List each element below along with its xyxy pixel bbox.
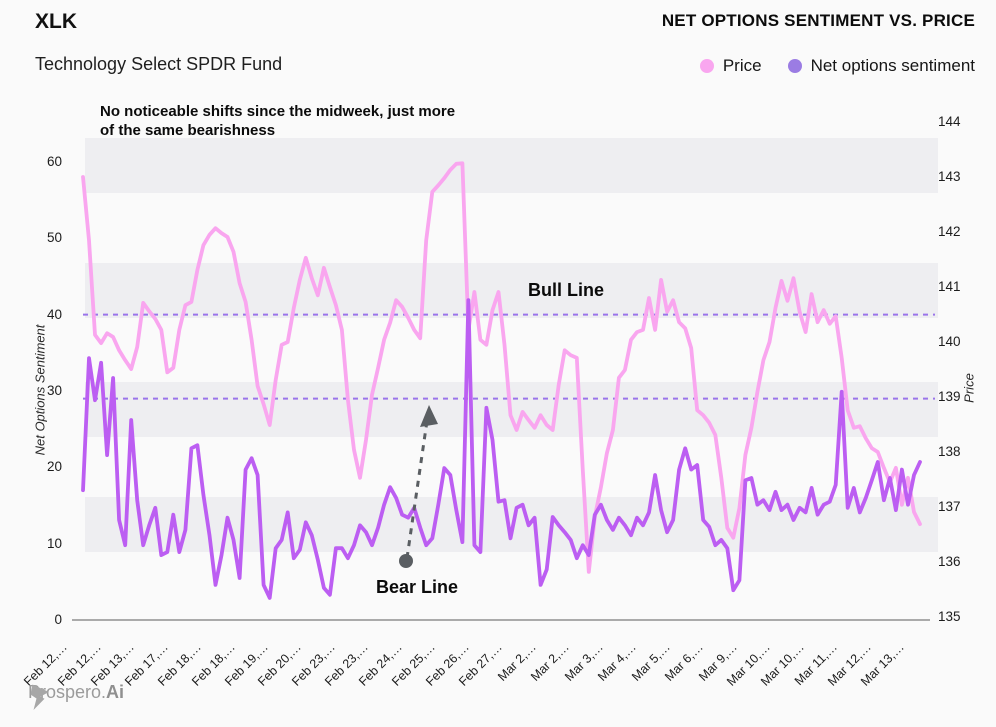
price-legend-dot-icon bbox=[699, 59, 714, 73]
left-tick-label: 40 bbox=[46, 306, 62, 322]
right-tick-label: 137 bbox=[938, 499, 961, 514]
left-tick-label: 50 bbox=[46, 230, 62, 246]
ticker-symbol: XLK bbox=[35, 10, 77, 33]
chart-title: NET OPTIONS SENTIMENT VS. PRICE bbox=[661, 11, 975, 30]
right-tick-label: 140 bbox=[938, 334, 961, 349]
left-tick-label: 0 bbox=[54, 612, 62, 627]
bear-line-arrow bbox=[399, 405, 438, 568]
right-axis-title: Price bbox=[961, 373, 977, 403]
legend-price-label: Price bbox=[722, 56, 762, 75]
right-tick-label: 136 bbox=[938, 554, 961, 569]
right-tick-label: 141 bbox=[938, 279, 961, 294]
prospero-arrow-icon bbox=[30, 684, 49, 710]
analyst-note-line1: No noticeable shifts since the midweek, … bbox=[100, 103, 456, 120]
logo: Prospero.Ai bbox=[28, 682, 125, 710]
left-tick-label: 30 bbox=[46, 383, 62, 398]
right-tick-label: 142 bbox=[938, 224, 961, 239]
right-tick-label: 138 bbox=[938, 444, 961, 459]
left-tick-label: 20 bbox=[46, 459, 62, 475]
analyst-note: No noticeable shifts since the midweek, … bbox=[100, 102, 570, 140]
legend: Price Net options sentiment bbox=[699, 56, 975, 76]
right-tick-label: 143 bbox=[938, 169, 961, 184]
legend-item-price: Price bbox=[699, 56, 762, 76]
bear-line-label: Bear Line bbox=[376, 577, 459, 597]
bull-line-label: Bull Line bbox=[528, 280, 604, 300]
logo-text: Prospero.Ai bbox=[28, 682, 125, 702]
right-tick-label: 144 bbox=[938, 114, 961, 129]
right-tick-label: 139 bbox=[938, 389, 961, 404]
sentiment-legend-dot-icon bbox=[787, 59, 802, 73]
fund-name: Technology Select SPDR Fund bbox=[35, 54, 283, 74]
right-tick-label: 135 bbox=[938, 609, 961, 624]
analyst-note-line2: of the same bearishness bbox=[100, 122, 276, 139]
left-tick-label: 60 bbox=[46, 154, 62, 169]
legend-sentiment-label: Net options sentiment bbox=[810, 56, 975, 75]
left-tick-label: 10 bbox=[46, 535, 62, 551]
legend-item-sentiment: Net options sentiment bbox=[787, 56, 975, 76]
